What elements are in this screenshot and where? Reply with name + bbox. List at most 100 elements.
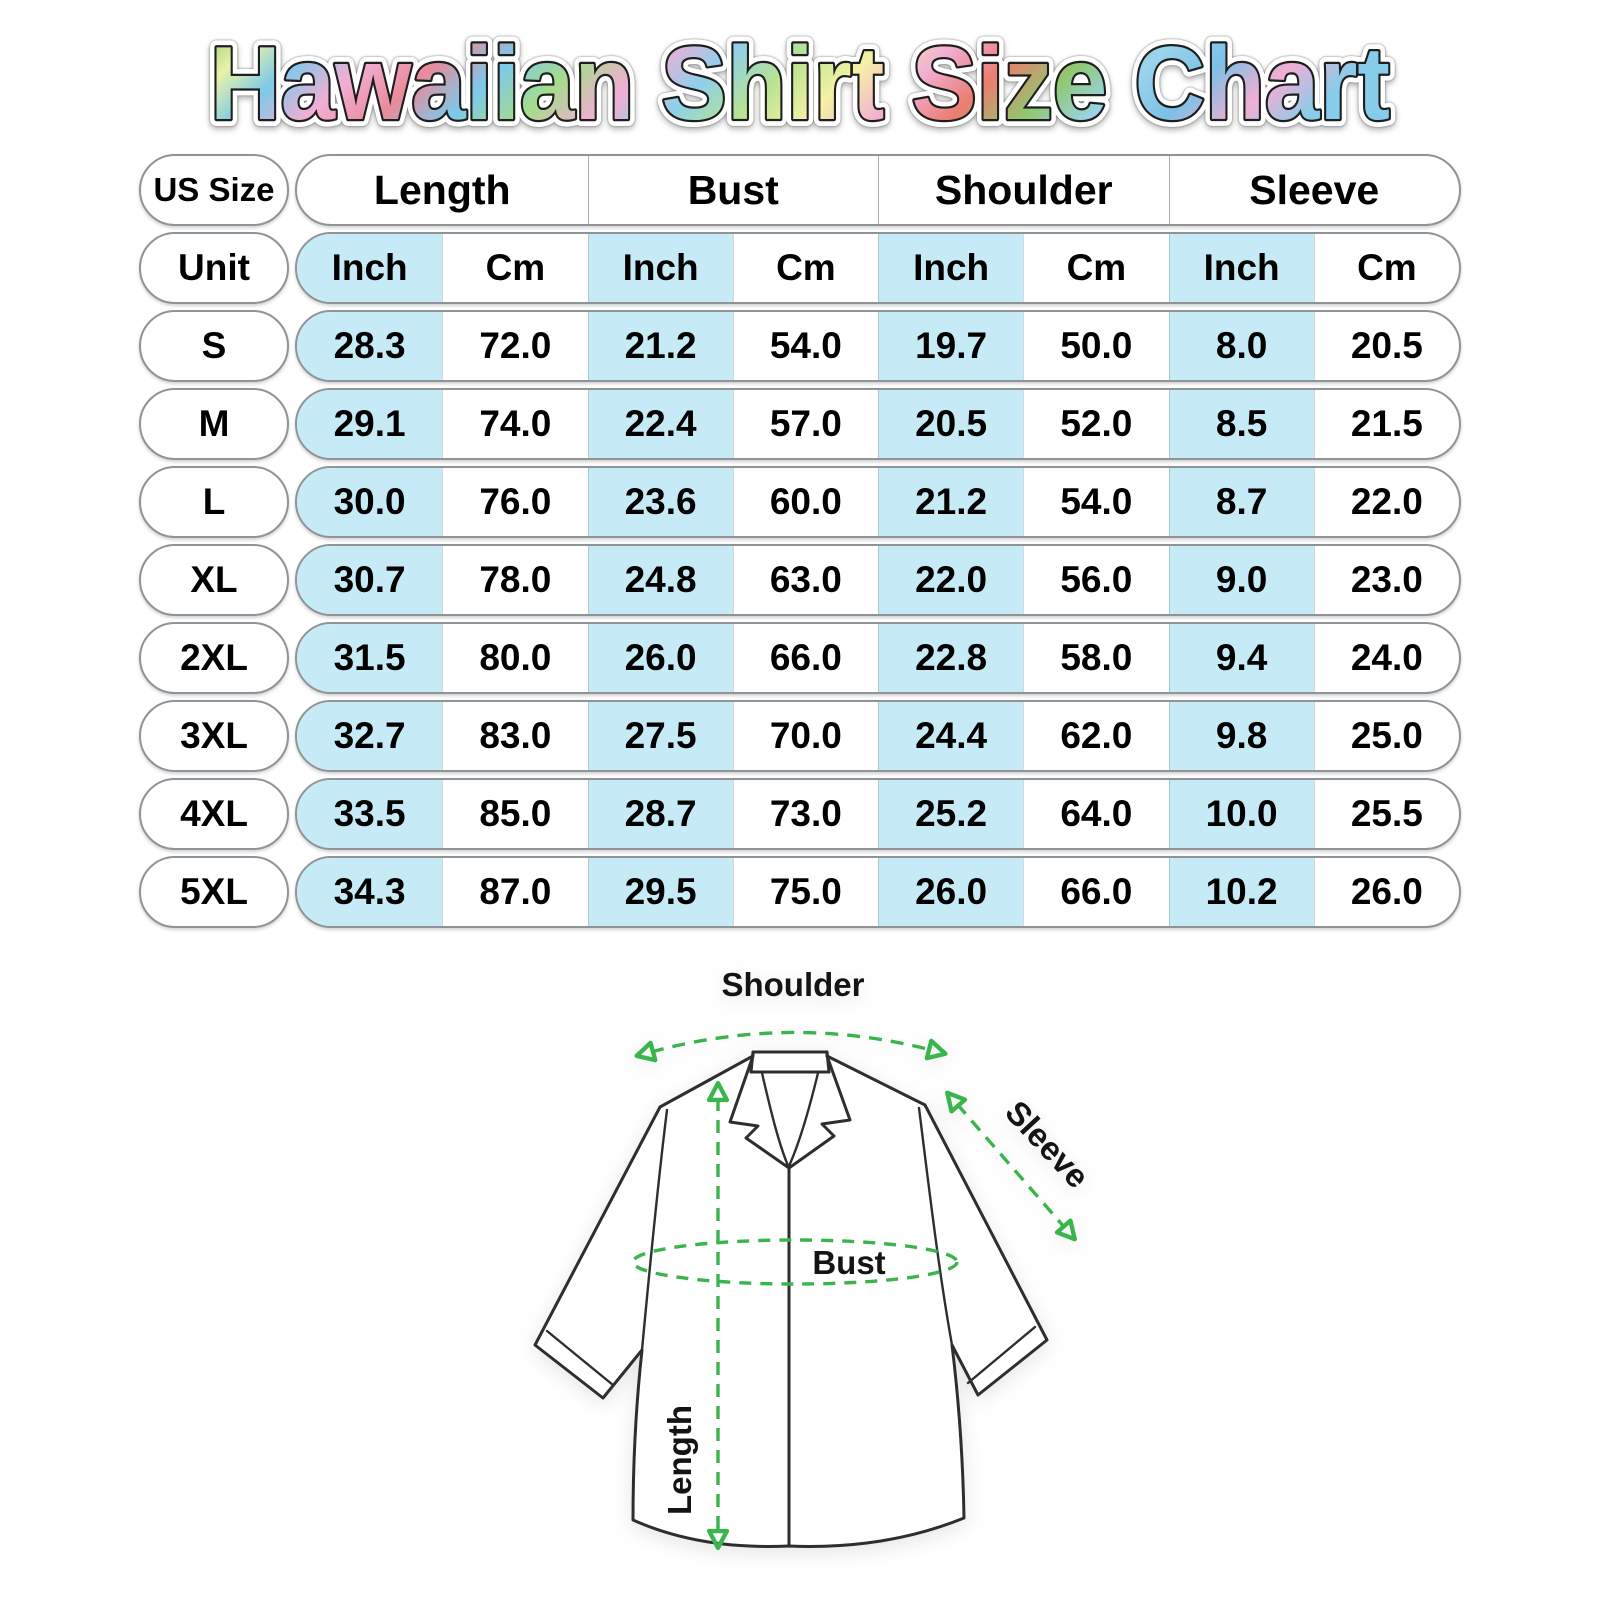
size-value-cell: 26.0	[587, 624, 733, 692]
size-value-cell: 54.0	[732, 312, 878, 380]
group-header-row: Length Bust Shoulder Sleeve	[295, 154, 1461, 226]
title-art: Hawaiian Shirt Size Chart Hawaiian Shirt…	[203, 19, 1397, 148]
unit-header-row: Inch Cm Inch Cm Inch Cm Inch Cm	[295, 232, 1461, 304]
unit-header-cell: Cm	[1023, 234, 1168, 302]
size-value-cell: 52.0	[1023, 390, 1168, 458]
table-row: 34.3 87.0 29.5 75.0 26.0 66.0 10.2 26.0	[295, 856, 1461, 928]
size-value-cell: 21.5	[1313, 390, 1459, 458]
size-value-cell: 28.7	[587, 780, 733, 848]
unit-header-cell: Inch	[587, 234, 733, 302]
group-header-cell: Bust	[587, 156, 879, 224]
size-value-cell: 25.0	[1313, 702, 1459, 770]
size-value-cell: 22.0	[1313, 468, 1459, 536]
left-lapel	[728, 1054, 791, 1170]
size-value-cell: 30.7	[297, 546, 443, 614]
size-value-cell: 9.4	[1168, 624, 1314, 692]
sleeve-measure-arrow	[945, 1090, 1077, 1242]
size-value-cell: 66.0	[732, 624, 878, 692]
page-title-outline: Hawaiian Shirt Size Chart	[210, 26, 1390, 142]
size-value-cell: 32.7	[297, 702, 443, 770]
size-value-cell: 74.0	[442, 390, 587, 458]
size-value-cell: 62.0	[1023, 702, 1168, 770]
size-value-cell: 8.5	[1168, 390, 1314, 458]
size-value-cell: 22.8	[878, 624, 1024, 692]
size-value-cell: 22.4	[587, 390, 733, 458]
size-value-cell: 25.5	[1313, 780, 1459, 848]
group-header-cell: Sleeve	[1168, 156, 1460, 224]
size-value-cell: 58.0	[1023, 624, 1168, 692]
table-row: 30.7 78.0 24.8 63.0 22.0 56.0 9.0 23.0	[295, 544, 1461, 616]
right-cuff-band	[966, 1325, 1037, 1385]
group-header-cell: Shoulder	[878, 156, 1169, 224]
shirt-diagram-art: Shoulder Sleeve Bust Length	[533, 966, 1097, 1551]
row-size-label: 4XL	[139, 778, 289, 850]
size-value-cell: 9.8	[1168, 702, 1314, 770]
size-value-cell: 33.5	[297, 780, 443, 848]
us-size-header: US Size	[139, 154, 289, 226]
size-value-cell: 20.5	[1313, 312, 1459, 380]
size-value-cell: 57.0	[732, 390, 878, 458]
unit-header-cell: Cm	[732, 234, 878, 302]
right-armhole-seam	[917, 1106, 954, 1347]
size-value-cell: 27.5	[587, 702, 733, 770]
size-value-cell: 19.7	[878, 312, 1024, 380]
unit-header-cell: Inch	[878, 234, 1024, 302]
size-value-cell: 20.5	[878, 390, 1024, 458]
size-value-cell: 75.0	[732, 858, 878, 926]
size-value-cell: 24.8	[587, 546, 733, 614]
size-value-cell: 29.1	[297, 390, 443, 458]
row-size-label: S	[139, 310, 289, 382]
page-title: Hawaiian Shirt Size Chart	[210, 26, 1390, 142]
size-value-cell: 60.0	[732, 468, 878, 536]
row-size-label: 3XL	[139, 700, 289, 772]
size-value-cell: 29.5	[587, 858, 733, 926]
size-value-cell: 25.2	[878, 780, 1024, 848]
size-value-cell: 21.2	[587, 312, 733, 380]
size-value-cell: 72.0	[442, 312, 587, 380]
unit-header-cell: Cm	[1313, 234, 1459, 302]
bust-measure-ellipse	[631, 1238, 959, 1286]
size-value-cell: 30.0	[297, 468, 443, 536]
size-value-cell: 31.5	[297, 624, 443, 692]
size-value-cell: 50.0	[1023, 312, 1168, 380]
shoulder-measure-arrow	[634, 1030, 948, 1063]
size-value-cell: 24.4	[878, 702, 1024, 770]
size-value-cell: 26.0	[1313, 858, 1459, 926]
left-armhole-seam	[640, 1108, 669, 1352]
size-chart-table: US Size Length Bust Shoulder Sleeve Unit Inch C…	[139, 154, 1461, 928]
size-value-cell: 10.0	[1168, 780, 1314, 848]
row-size-label: 5XL	[139, 856, 289, 928]
unit-header-cell: Cm	[442, 234, 587, 302]
size-value-cell: 87.0	[442, 858, 587, 926]
left-cuff-band	[545, 1329, 615, 1387]
neckline-left	[760, 1071, 791, 1170]
size-value-cell: 56.0	[1023, 546, 1168, 614]
size-value-cell: 54.0	[1023, 468, 1168, 536]
size-value-cell: 64.0	[1023, 780, 1168, 848]
size-value-cell: 10.2	[1168, 858, 1314, 926]
sleeve-label: Sleeve	[998, 1093, 1096, 1195]
shirt-diagram: Shoulder Sleeve Bust Length	[0, 940, 1600, 1580]
table-row: 30.0 76.0 23.6 60.0 21.2 54.0 8.7 22.0	[295, 466, 1461, 538]
shirt-outline	[533, 1050, 1049, 1548]
table-row: 32.7 83.0 27.5 70.0 24.4 62.0 9.8 25.0	[295, 700, 1461, 772]
table-row: 29.1 74.0 22.4 57.0 20.5 52.0 8.5 21.5	[295, 388, 1461, 460]
size-value-cell: 8.7	[1168, 468, 1314, 536]
right-lapel	[787, 1054, 852, 1170]
size-value-cell: 23.0	[1313, 546, 1459, 614]
shoulder-label: Shoulder	[721, 966, 864, 1003]
table-row: 33.5 85.0 28.7 73.0 25.2 64.0 10.0 25.5	[295, 778, 1461, 850]
neckline-right	[787, 1071, 820, 1168]
size-value-cell: 80.0	[442, 624, 587, 692]
size-value-cell: 34.3	[297, 858, 443, 926]
size-value-cell: 28.3	[297, 312, 443, 380]
title-banner: Hawaiian Shirt Size Chart Hawaiian Shirt…	[0, 16, 1600, 148]
unit-header-cell: Inch	[1168, 234, 1314, 302]
table-row: 28.3 72.0 21.2 54.0 19.7 50.0 8.0 20.5	[295, 310, 1461, 382]
size-value-cell: 21.2	[878, 468, 1024, 536]
size-value-cell: 63.0	[732, 546, 878, 614]
unit-header-cell: Inch	[297, 234, 443, 302]
row-size-label: L	[139, 466, 289, 538]
shirt-silhouette	[533, 1050, 1049, 1548]
